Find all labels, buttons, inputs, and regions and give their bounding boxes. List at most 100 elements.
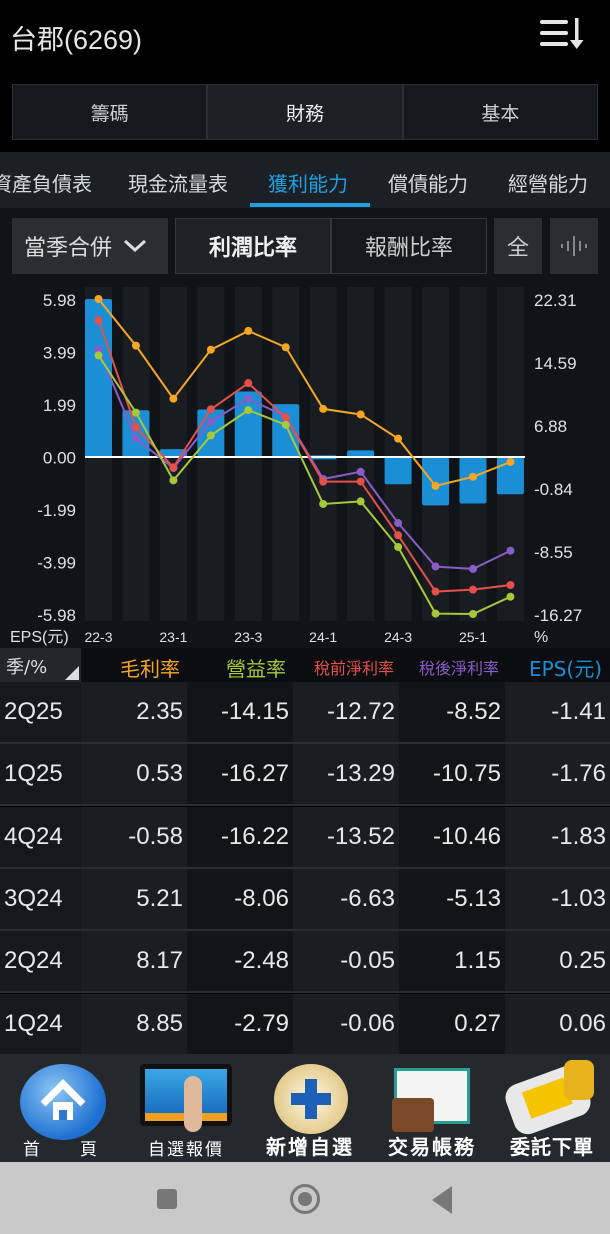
table-row[interactable]: 3Q24 5.21 -8.06 -6.63 -5.13 -1.03 (0, 868, 610, 931)
table-header: 季/% 毛利率 營益率 稅前淨利率 稅後淨利率 EPS(元) (0, 648, 610, 682)
op-point (281, 420, 290, 429)
right-axis-label: % (534, 629, 548, 646)
value-cell: -0.05 (293, 931, 399, 992)
value-cell: 2.35 (81, 682, 187, 742)
table-row[interactable]: 2Q24 8.17 -2.48 -0.05 1.15 0.25 (0, 931, 610, 994)
segment-basic[interactable]: 基本 (403, 85, 597, 139)
header-gross[interactable]: 毛利率 (120, 657, 180, 681)
tab-operating[interactable]: 經營能力 (508, 172, 588, 196)
quarter-cell: 3Q24 (0, 868, 81, 929)
period-dropdown[interactable]: 當季合併 (12, 218, 168, 274)
bottom-nav: 首 頁 自選報價 新增自選 交易帳務 委託下單 (0, 1054, 610, 1162)
x-axis-tick: 25-1 (459, 629, 487, 645)
value-cell: -12.72 (293, 682, 399, 742)
quarter-cell: 1Q25 (0, 744, 81, 805)
nav-account[interactable]: 交易帳務 (372, 1054, 492, 1162)
column-stripe (384, 287, 412, 621)
eps-bar (272, 404, 300, 457)
pretax-point (281, 413, 290, 422)
eps-bar (422, 457, 450, 506)
tab-balance-sheet[interactable]: 資產負債表 (0, 172, 92, 196)
gross-line (97, 298, 511, 488)
active-tab-indicator (250, 203, 370, 207)
right-axis-tick: -8.55 (534, 543, 573, 562)
value-cell: 0.25 (505, 931, 610, 992)
system-nav-bar (0, 1162, 610, 1234)
gross-point (469, 472, 477, 481)
quarter-cell: 1Q24 (0, 993, 81, 1054)
waveform-button[interactable] (550, 218, 598, 274)
gross-point (431, 481, 440, 490)
net-point (394, 519, 403, 528)
column-stripe (422, 287, 450, 621)
left-axis-tick: -5.98 (37, 606, 76, 625)
all-button[interactable]: 全 (494, 218, 542, 274)
net-point (244, 394, 253, 403)
header-net[interactable]: 稅後淨利率 (419, 659, 500, 678)
plus-icon (274, 1064, 348, 1134)
sort-list-icon[interactable] (538, 16, 586, 52)
nav-order[interactable]: 委託下單 (494, 1054, 610, 1162)
op-point (394, 542, 403, 551)
value-cell: -16.22 (187, 806, 293, 867)
recents-icon[interactable] (157, 1189, 177, 1209)
pretax-point (469, 585, 477, 594)
right-axis-tick: 14.59 (534, 354, 577, 373)
sub-tabs: 資產負債表 現金流量表 獲利能力 償債能力 經營能力 (0, 152, 610, 208)
op-point (244, 406, 253, 415)
gross-point (244, 326, 253, 335)
op-point (469, 610, 477, 618)
net-point (206, 417, 215, 426)
column-stripe (309, 287, 337, 621)
value-cell: -10.75 (399, 744, 505, 805)
pretax-point (94, 316, 103, 325)
tab-cash-flow[interactable]: 現金流量表 (128, 172, 228, 196)
header-op[interactable]: 營益率 (226, 657, 286, 681)
table-row[interactable]: 1Q24 8.85 -2.79 -0.06 0.27 0.06 (0, 993, 610, 1056)
table-row[interactable]: 4Q24 -0.58 -16.22 -13.52 -10.46 -1.83 (0, 806, 610, 869)
coins-icon (564, 1060, 594, 1100)
x-axis-tick: 23-1 (159, 629, 187, 645)
period-label: 當季合併 (24, 236, 113, 261)
left-axis-tick: -3.99 (37, 554, 76, 573)
header-eps[interactable]: EPS(元) (529, 657, 602, 681)
gross-point (394, 434, 403, 443)
value-cell: -10.46 (399, 806, 505, 867)
value-cell: -8.06 (187, 868, 293, 929)
segment-chips[interactable]: 籌碼 (13, 85, 209, 139)
gross-point (319, 404, 328, 413)
op-point (131, 408, 140, 417)
pretax-point (319, 477, 328, 486)
back-icon[interactable] (430, 1186, 454, 1214)
op-point (506, 592, 515, 601)
segment-finance[interactable]: 財務 (208, 85, 404, 139)
right-axis-tick: 22.31 (534, 291, 577, 310)
value-cell: -16.27 (187, 744, 293, 805)
corner-label: 季/% (6, 657, 48, 678)
tab-profitability[interactable]: 獲利能力 (268, 172, 348, 196)
value-cell: 0.27 (399, 993, 505, 1054)
tab-solvency[interactable]: 償債能力 (388, 172, 468, 196)
profit-ratio-button[interactable]: 利潤比率 (175, 218, 331, 274)
value-cell: 8.17 (81, 931, 187, 992)
gross-point (94, 295, 103, 303)
table-row[interactable]: 1Q25 0.53 -16.27 -13.29 -10.75 -1.76 (0, 744, 610, 807)
waveform-icon (561, 236, 587, 256)
header-pretax[interactable]: 稅前淨利率 (314, 659, 395, 678)
table-row[interactable]: 2Q25 2.35 -14.15 -12.72 -8.52 -1.41 (0, 682, 610, 744)
op-line (97, 354, 511, 616)
nav-watchlist[interactable]: 自選報價 (130, 1054, 242, 1162)
return-ratio-button[interactable]: 報酬比率 (331, 218, 487, 274)
value-cell: -13.52 (293, 806, 399, 867)
left-axis-tick: 1.99 (43, 396, 76, 415)
eps-bar (384, 457, 412, 485)
nav-home[interactable]: 首 頁 (0, 1054, 122, 1162)
x-axis-tick: 22-3 (84, 629, 112, 645)
net-point (469, 564, 477, 573)
home-circle-icon[interactable] (290, 1184, 320, 1214)
pretax-point (131, 423, 140, 432)
x-axis-tick: 23-3 (234, 629, 262, 645)
corner-cell[interactable]: 季/% (0, 648, 81, 682)
nav-add-watch[interactable]: 新增自選 (250, 1054, 370, 1162)
column-stripe (496, 287, 524, 621)
